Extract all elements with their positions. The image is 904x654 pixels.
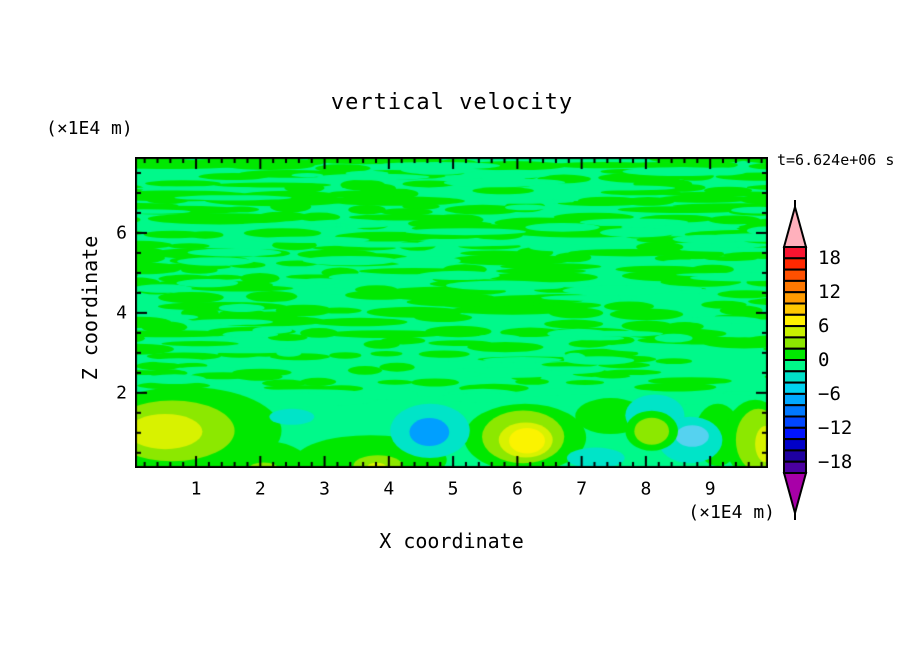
x-tick-label: 3 — [319, 478, 330, 500]
z-tick-label: 4 — [116, 302, 127, 324]
time-annotation: t=6.624e+06 s — [777, 151, 895, 169]
z-axis-title: Z coordinate — [78, 235, 102, 381]
x-tick-label: 4 — [383, 478, 395, 500]
x-tick-label: 8 — [640, 478, 652, 500]
z-axis-unit-label: (×1E4 m) — [46, 118, 133, 139]
colorbar-value-label: 0 — [818, 349, 830, 371]
x-tick-label: 9 — [704, 478, 716, 500]
x-axis-unit-label: (×1E4 m) — [688, 502, 775, 523]
x-axis-title: X coordinate — [379, 529, 524, 553]
x-tick-label: 2 — [254, 478, 266, 500]
x-tick-label: 6 — [511, 478, 523, 500]
z-tick-label: 6 — [116, 222, 127, 244]
chart-title: vertical velocity — [330, 90, 574, 115]
colorbar — [782, 200, 808, 520]
x-tick-label: 1 — [190, 478, 202, 500]
x-tick-label: 5 — [447, 478, 459, 500]
colorbar-value-label: −12 — [818, 416, 853, 439]
z-tick-label: 2 — [116, 382, 127, 404]
colorbar-value-label: 12 — [818, 281, 841, 304]
colorbar-value-label: 18 — [818, 247, 841, 270]
colorbar-value-label: 6 — [818, 315, 830, 338]
colorbar-value-label: −6 — [818, 382, 841, 405]
colorbar-value-label: −18 — [818, 450, 853, 473]
x-tick-label: 7 — [576, 478, 588, 500]
vertical-velocity-contour-canvas — [135, 157, 768, 468]
contour-plot-area — [135, 157, 768, 468]
